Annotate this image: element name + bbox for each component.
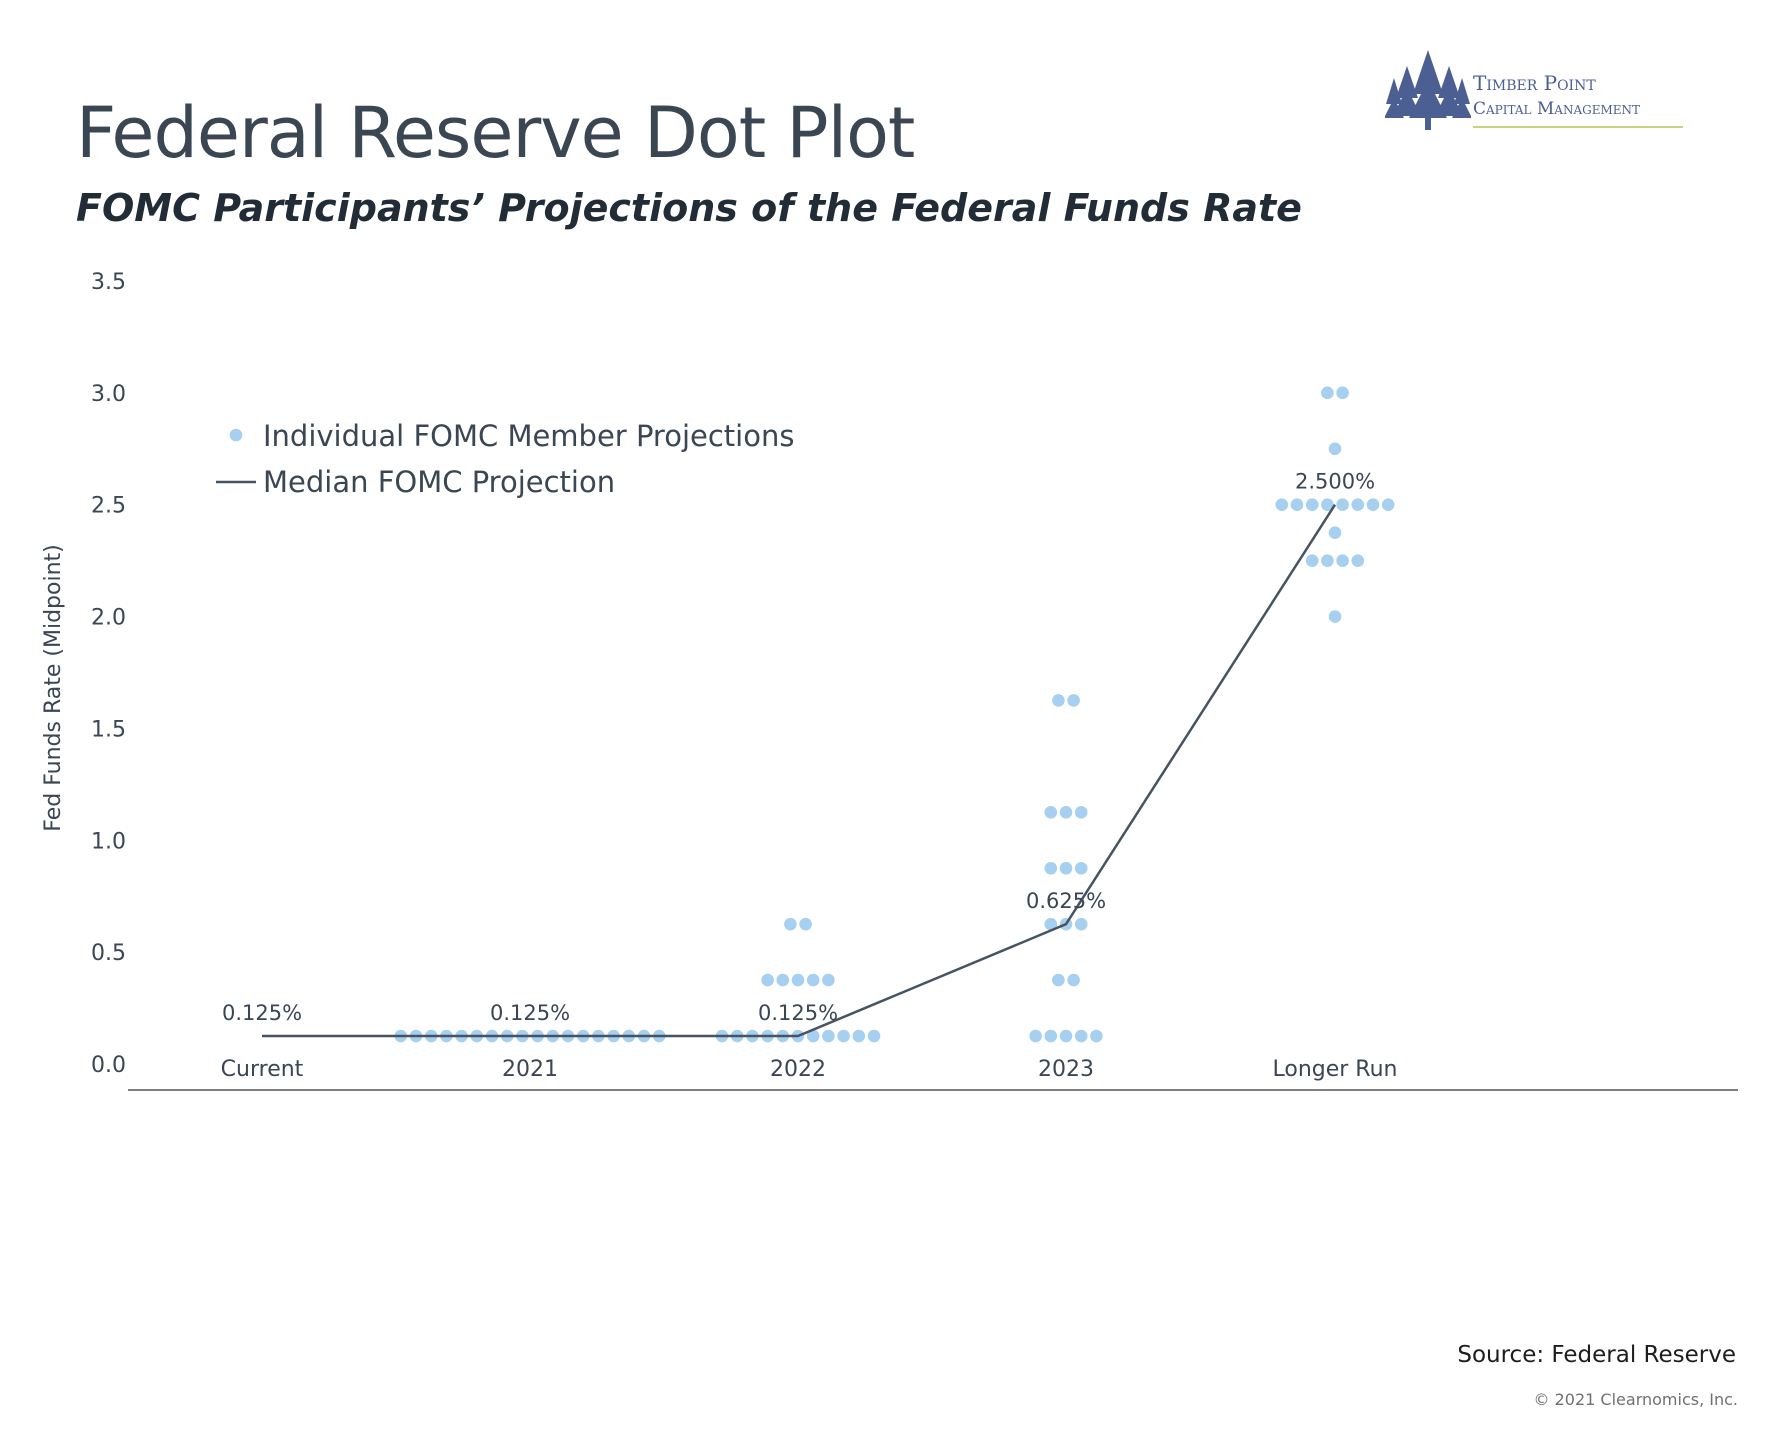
- projection-dot: [806, 973, 820, 987]
- x-tick-label: Longer Run: [1273, 1057, 1398, 1082]
- y-axis-title: Fed Funds Rate (Midpoint): [41, 544, 66, 831]
- x-tick-label: Current: [221, 1057, 304, 1082]
- projection-dot: [791, 973, 805, 987]
- pine-trees-icon: [1384, 50, 1472, 130]
- projection-dot: [1059, 861, 1073, 875]
- x-tick-label: 2021: [502, 1057, 558, 1082]
- projection-dot: [776, 973, 790, 987]
- copyright-note: © 2021 Clearnomics, Inc.: [1533, 1390, 1738, 1409]
- projection-dot: [1290, 498, 1304, 512]
- projection-dot: [867, 1029, 881, 1043]
- projection-dot: [1067, 694, 1080, 707]
- projection-dot: [1090, 1029, 1103, 1043]
- y-tick-label: 3.5: [91, 270, 126, 295]
- projection-dot: [1321, 386, 1334, 400]
- projection-dot: [1336, 386, 1349, 400]
- y-tick-label: 1.5: [91, 717, 126, 742]
- projection-dot: [1074, 1029, 1088, 1043]
- projection-dot: [1059, 806, 1073, 819]
- projection-dot: [1074, 861, 1088, 875]
- projection-dot: [1336, 498, 1349, 512]
- median-value-label: 0.125%: [490, 1001, 570, 1025]
- source-note: Source: Federal Reserve: [1457, 1342, 1736, 1368]
- x-tick-label: 2023: [1038, 1057, 1094, 1082]
- projection-dot: [1275, 498, 1289, 512]
- y-tick-label: 0.5: [91, 941, 126, 966]
- legend-label-dots: Individual FOMC Member Projections: [263, 419, 794, 453]
- projection-dot: [806, 1029, 820, 1043]
- projection-dot: [761, 973, 774, 987]
- logo-wordmark: Timber Point Capital Management: [1473, 70, 1640, 122]
- projection-dot: [1321, 498, 1334, 512]
- projection-dot: [1029, 1029, 1042, 1043]
- projection-dot: [1044, 861, 1058, 875]
- median-value-label: 0.125%: [222, 1001, 302, 1025]
- projection-dot: [1305, 498, 1319, 512]
- projection-dot: [1351, 554, 1365, 567]
- projection-dot: [1328, 610, 1342, 623]
- projection-dot: [1336, 554, 1349, 567]
- projection-dot: [799, 917, 812, 931]
- projection-dot: [1044, 917, 1058, 931]
- logo-line-1: Timber Point: [1473, 71, 1596, 95]
- logo-underline: [1473, 126, 1683, 128]
- projection-dot: [1052, 973, 1065, 987]
- projection-dot: [1328, 442, 1342, 456]
- y-tick-label: 1.0: [91, 829, 126, 854]
- projection-dot: [1305, 554, 1319, 567]
- legend-dot-marker: [229, 428, 243, 442]
- median-value-label: 0.125%: [758, 1001, 838, 1025]
- median-value-label: 2.500%: [1295, 470, 1375, 494]
- projection-dot: [1044, 1029, 1058, 1043]
- projection-dot: [1044, 806, 1058, 819]
- projection-dot: [1321, 554, 1334, 567]
- projection-dot: [837, 1029, 850, 1043]
- legend-label-median: Median FOMC Projection: [263, 465, 615, 499]
- y-tick-label: 3.0: [91, 382, 126, 407]
- median-line: [262, 504, 1337, 1038]
- page-subtitle: FOMC Participants’ Projections of the Fe…: [76, 186, 1302, 230]
- projection-dot: [1059, 1029, 1073, 1043]
- y-tick-label: 2.0: [91, 606, 126, 631]
- y-tick-label: 2.5: [91, 494, 126, 519]
- projection-dot: [1351, 498, 1365, 512]
- projection-dot: [1074, 917, 1088, 931]
- projection-dot: [1381, 498, 1395, 512]
- projection-dot: [1052, 694, 1065, 707]
- projection-dot: [1067, 973, 1080, 987]
- page-title: Federal Reserve Dot Plot: [76, 92, 915, 174]
- median-value-label: 0.625%: [1026, 889, 1106, 913]
- projection-dot: [822, 973, 835, 987]
- projection-dot: [1366, 498, 1380, 512]
- projection-dot: [1328, 526, 1342, 539]
- projection-dot: [852, 1029, 866, 1043]
- x-tick-label: 2022: [770, 1057, 826, 1082]
- y-tick-label: 0.0: [91, 1053, 126, 1078]
- projection-dot: [1074, 806, 1088, 819]
- projection-dot: [822, 1029, 835, 1043]
- logo-line-2: Capital Management: [1473, 99, 1641, 119]
- company-logo: Timber Point Capital Management: [1384, 48, 1705, 132]
- projection-dot: [784, 917, 797, 931]
